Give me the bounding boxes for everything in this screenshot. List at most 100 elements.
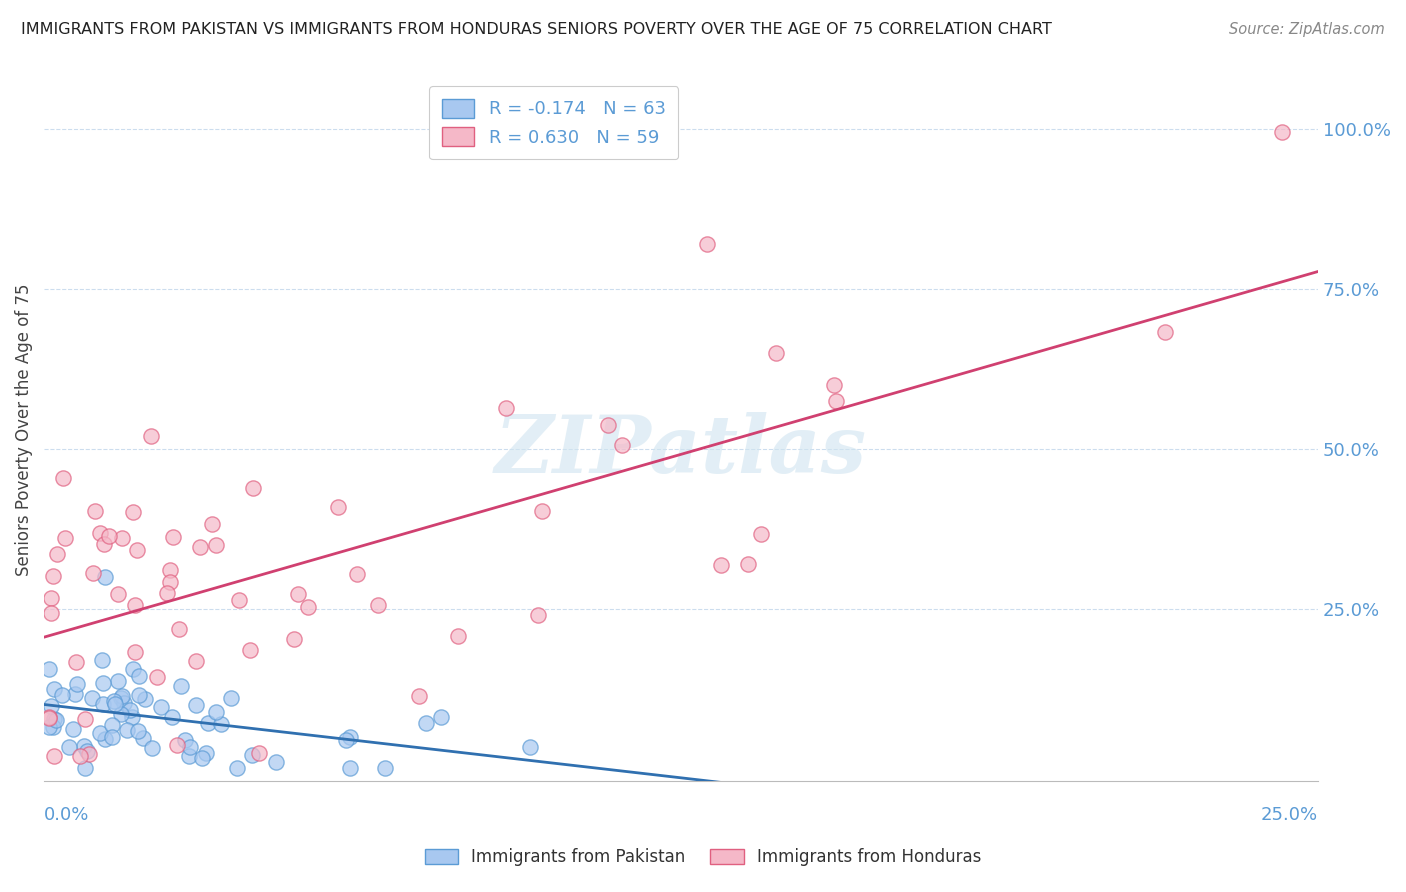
- Point: [239, 643, 262, 657]
- Point: [205, 537, 228, 551]
- Point: [765, 346, 787, 360]
- Point: [65, 655, 87, 669]
- Point: [128, 688, 150, 702]
- Point: [139, 429, 162, 443]
- Point: [44, 748, 66, 763]
- Point: [127, 724, 149, 739]
- Point: [408, 690, 430, 704]
- Point: [226, 761, 249, 775]
- Point: [42, 569, 65, 583]
- Point: [94, 569, 117, 583]
- Point: [91, 653, 114, 667]
- Point: [82, 566, 104, 580]
- Point: [447, 629, 470, 643]
- Point: [190, 751, 212, 765]
- Point: [1271, 125, 1294, 139]
- Point: [146, 670, 169, 684]
- Point: [69, 748, 91, 763]
- Point: [179, 739, 201, 754]
- Point: [107, 673, 129, 688]
- Point: [110, 690, 132, 705]
- Point: [526, 607, 548, 622]
- Point: [205, 706, 228, 720]
- Legend: R = -0.174   N = 63, R = 0.630   N = 59: R = -0.174 N = 63, R = 0.630 N = 59: [429, 87, 678, 160]
- Point: [495, 401, 517, 416]
- Point: [73, 739, 96, 753]
- Point: [104, 698, 127, 712]
- Point: [197, 715, 219, 730]
- Point: [66, 677, 89, 691]
- Text: ZIPatlas: ZIPatlas: [495, 412, 868, 490]
- Point: [1154, 326, 1177, 340]
- Point: [297, 599, 319, 614]
- Point: [39, 606, 62, 620]
- Point: [93, 676, 115, 690]
- Point: [240, 747, 263, 762]
- Point: [287, 587, 309, 601]
- Point: [124, 598, 146, 612]
- Point: [51, 471, 73, 485]
- Point: [39, 591, 62, 606]
- Point: [39, 698, 62, 713]
- Point: [166, 738, 188, 752]
- Point: [169, 679, 191, 693]
- Text: 0.0%: 0.0%: [44, 806, 90, 824]
- Point: [201, 517, 224, 532]
- Point: [247, 747, 270, 761]
- Point: [111, 531, 134, 545]
- Point: [42, 720, 65, 734]
- Point: [141, 741, 163, 756]
- Point: [339, 761, 361, 775]
- Point: [174, 732, 197, 747]
- Point: [53, 531, 76, 545]
- Point: [45, 713, 67, 727]
- Point: [530, 504, 553, 518]
- Point: [38, 711, 60, 725]
- Point: [73, 712, 96, 726]
- Legend: Immigrants from Pakistan, Immigrants from Honduras: Immigrants from Pakistan, Immigrants fro…: [416, 840, 990, 875]
- Point: [131, 731, 153, 746]
- Point: [184, 654, 207, 668]
- Point: [264, 756, 287, 770]
- Point: [710, 558, 733, 573]
- Point: [121, 710, 143, 724]
- Point: [120, 703, 142, 717]
- Point: [89, 526, 111, 541]
- Point: [38, 720, 60, 734]
- Point: [150, 700, 173, 714]
- Point: [596, 418, 619, 433]
- Point: [519, 739, 541, 754]
- Point: [429, 710, 451, 724]
- Point: [42, 713, 65, 727]
- Point: [58, 740, 80, 755]
- Point: [91, 697, 114, 711]
- Point: [823, 377, 845, 392]
- Point: [107, 587, 129, 601]
- Point: [97, 529, 120, 543]
- Point: [101, 730, 124, 744]
- Point: [38, 710, 60, 724]
- Point: [89, 726, 111, 740]
- Point: [162, 530, 184, 544]
- Y-axis label: Seniors Poverty Over the Age of 75: Seniors Poverty Over the Age of 75: [15, 283, 32, 575]
- Point: [159, 563, 181, 577]
- Point: [76, 744, 98, 758]
- Point: [134, 692, 156, 706]
- Point: [283, 632, 305, 646]
- Point: [177, 748, 200, 763]
- Point: [188, 540, 211, 554]
- Point: [339, 730, 361, 744]
- Point: [46, 547, 69, 561]
- Point: [335, 732, 357, 747]
- Point: [94, 732, 117, 747]
- Point: [93, 537, 115, 551]
- Text: 25.0%: 25.0%: [1261, 806, 1319, 824]
- Point: [114, 696, 136, 710]
- Point: [62, 722, 84, 736]
- Point: [328, 500, 350, 515]
- Point: [44, 682, 66, 697]
- Point: [63, 687, 86, 701]
- Point: [219, 691, 242, 706]
- Point: [82, 691, 104, 706]
- Point: [749, 527, 772, 541]
